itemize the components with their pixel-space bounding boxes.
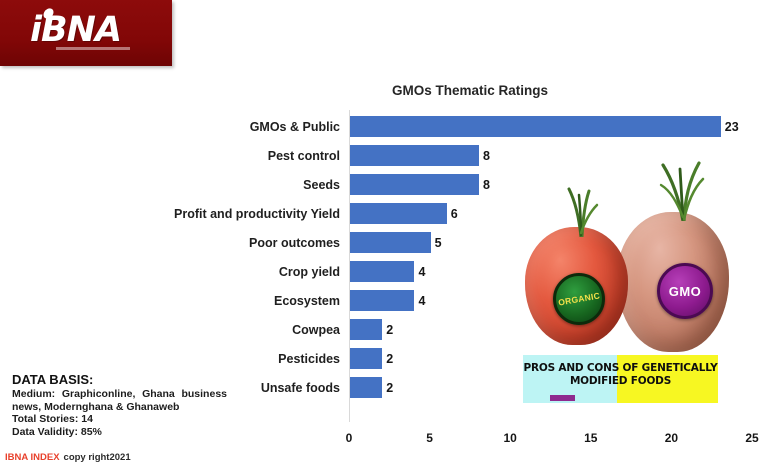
gmo-badge: GMO [657,263,713,319]
bar-row: Cowpea 2 [292,315,752,344]
sprout-organic-icon [561,177,601,239]
bar [350,232,431,253]
x-axis-tick-label: 0 [345,431,353,445]
bar [350,319,383,340]
banner-line-1: PROS AND CONS OF GENETICALLY [523,362,718,374]
caption-banner: PROS AND CONS OF GENETICALLY MODIFIED FO… [523,355,718,403]
x-axis-tick-label: 20 [664,431,679,445]
bar [350,348,383,369]
tomatoes-photo: ORGANIC GMO [505,155,760,410]
bar [350,290,415,311]
footer-copyright: copy right2021 [63,452,131,463]
banner-accent-bar [550,395,575,401]
banner-right-panel [616,355,718,403]
x-axis-tick-label: 10 [503,431,517,445]
data-basis-title: DATA BASIS: [12,372,94,387]
data-basis-medium: Medium: Graphiconline, Ghana business ne… [12,388,227,413]
bar-category-label: Ecosystem [273,293,340,308]
bar-row: Pest control 8 [268,141,752,170]
footer: IBNA INDEX copy right2021 [5,452,131,463]
banner-line-2: MODIFIED FOODS [569,375,672,387]
bar-category-label: GMOs & Public [249,119,340,134]
bar-category-label: Unsafe foods [260,380,340,395]
bar [350,116,721,137]
bar-value-label: 8 [482,148,490,163]
x-axis-tick-label: 15 [584,431,598,445]
bar-row: Pesticides 2 [278,344,752,373]
sprout-gmo-icon [655,155,711,223]
gmo-badge-label: GMO [668,283,702,299]
bar-chart: GMOs & Public 23 Pest control 8 Seeds 8 Profit… [174,110,760,460]
sprout-svg-left [567,187,599,239]
bar-value-label: 2 [386,322,394,337]
bar [350,174,479,195]
chart-title: GMOs Thematic Ratings [391,83,549,98]
data-basis-validity: Data Validity: 85% [12,425,102,438]
data-basis-block: DATA BASIS: Medium: Graphiconline, Ghana… [12,372,227,438]
x-axis: 0 5 10 15 20 25 [345,422,759,448]
bar-category-label: Cowpea [292,322,340,337]
bar-value-label: 8 [482,177,490,192]
organic-badge: ORGANIC [553,273,605,325]
y-axis-line [349,110,350,422]
bar-value-label: 2 [386,351,394,366]
footer-brand: IBNA INDEX [5,452,60,463]
bar-row: Unsafe foods 2 [261,373,752,402]
bar-category-label: Seeds [303,177,340,192]
ibna-logo: iBNA [0,0,172,66]
bar-row: Poor outcomes 5 [249,228,752,257]
plot-area: GMOs & Public 23 Pest control 8 Seeds 8 Profit… [174,110,759,445]
sprout-svg-right [659,161,705,223]
bar-value-label: 5 [434,235,442,250]
bar-row: GMOs & Public 23 [250,112,752,141]
bar [350,145,479,166]
bar-value-label: 2 [386,380,394,395]
bar-value-label: 4 [418,293,426,308]
organic-badge-label: ORGANIC [557,290,601,308]
bar [350,261,415,282]
bar-category-label: Profit and productivity Yield [174,206,340,221]
bar-category-label: Poor outcomes [249,235,340,250]
bar-row: Profit and productivity Yield 6 [174,199,752,228]
bar-value-label: 23 [724,119,739,134]
x-axis-tick-label: 25 [745,431,759,445]
logo-underline [56,47,130,50]
bar [350,203,447,224]
bar-value-label: 4 [418,264,426,279]
data-basis-total-stories: Total Stories: 14 [12,413,93,425]
bar-row: Seeds 8 [303,170,752,199]
bar [350,377,383,398]
bar-category-label: Pesticides [278,351,340,366]
bar-category-label: Crop yield [278,264,340,279]
x-axis-tick-label: 5 [426,431,433,445]
bar-value-label: 6 [450,206,458,221]
banner-text: PROS AND CONS OF GENETICALLY MODIFIED FO… [523,362,718,388]
bar-row: Crop yield 4 [279,257,752,286]
bar-row: Ecosystem 4 [274,286,752,315]
bar-category-label: Pest control [267,148,340,163]
